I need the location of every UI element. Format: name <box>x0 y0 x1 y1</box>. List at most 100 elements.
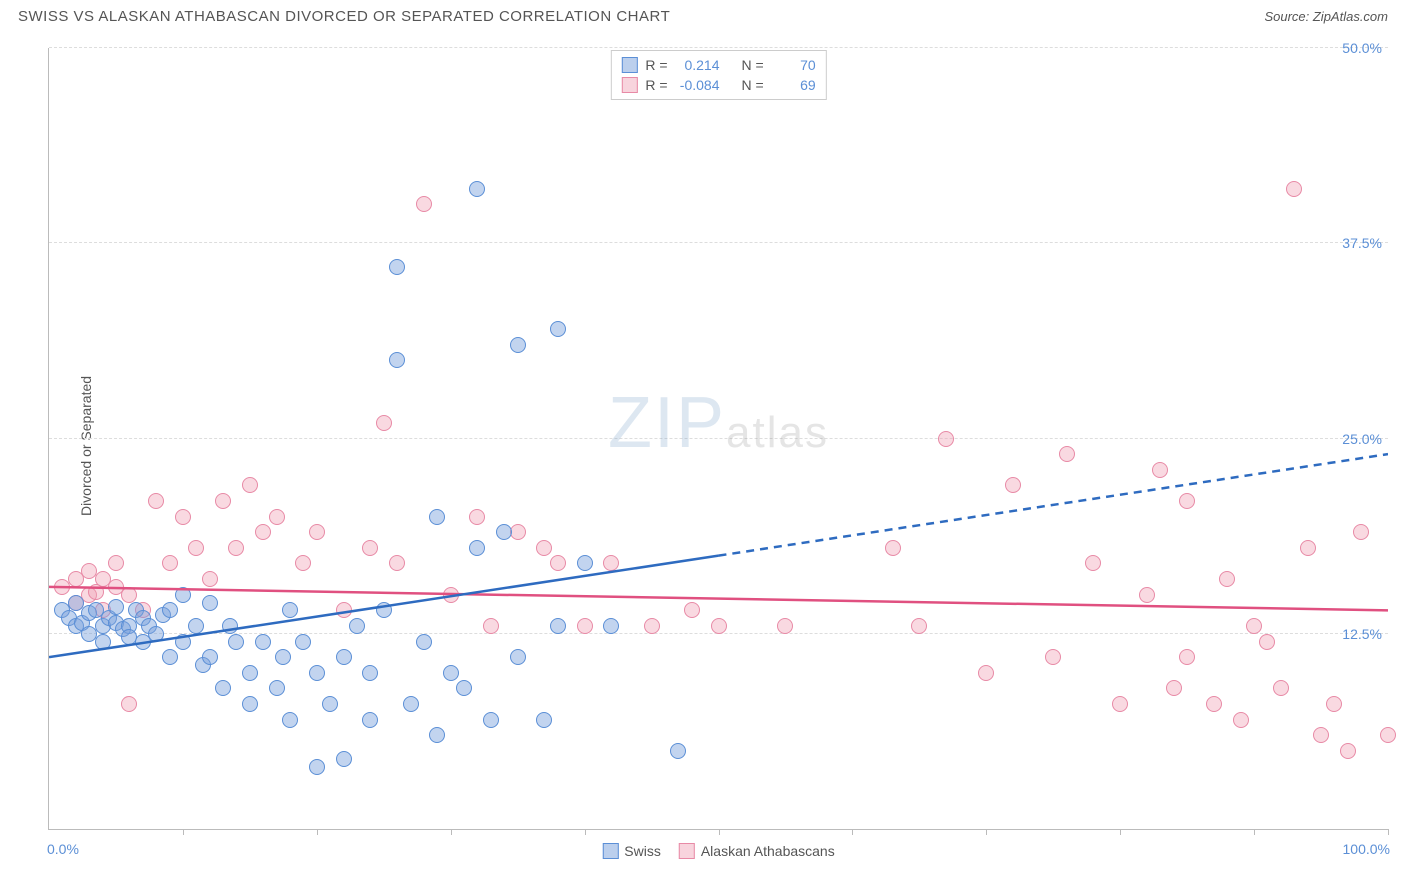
scatter-point <box>483 712 499 728</box>
scatter-point <box>162 555 178 571</box>
legend-row-swiss: R = 0.214 N = 70 <box>621 55 815 75</box>
x-tick <box>585 829 586 835</box>
scatter-point <box>389 555 405 571</box>
x-axis-min-label: 0.0% <box>47 841 79 857</box>
scatter-point <box>777 618 793 634</box>
scatter-point <box>469 181 485 197</box>
scatter-point <box>1059 446 1075 462</box>
scatter-point <box>309 524 325 540</box>
scatter-point <box>175 587 191 603</box>
scatter-point <box>1353 524 1369 540</box>
scatter-point <box>403 696 419 712</box>
scatter-point <box>269 680 285 696</box>
scatter-point <box>282 712 298 728</box>
scatter-point <box>202 571 218 587</box>
scatter-point <box>1112 696 1128 712</box>
x-tick <box>183 829 184 835</box>
scatter-point <box>1313 727 1329 743</box>
scatter-point <box>1286 181 1302 197</box>
y-tick-label: 37.5% <box>1342 235 1382 251</box>
scatter-point <box>684 602 700 618</box>
swatch-icon <box>621 57 637 73</box>
scatter-point <box>711 618 727 634</box>
scatter-point <box>1005 477 1021 493</box>
scatter-point <box>215 680 231 696</box>
gridline <box>49 47 1388 48</box>
scatter-point <box>469 540 485 556</box>
scatter-point <box>911 618 927 634</box>
scatter-point <box>1326 696 1342 712</box>
scatter-point <box>1380 727 1396 743</box>
y-tick-label: 50.0% <box>1342 40 1382 56</box>
scatter-point <box>389 259 405 275</box>
scatter-point <box>1300 540 1316 556</box>
scatter-point <box>1179 649 1195 665</box>
scatter-point <box>121 587 137 603</box>
scatter-point <box>1139 587 1155 603</box>
scatter-point <box>885 540 901 556</box>
scatter-point <box>255 524 271 540</box>
scatter-point <box>309 759 325 775</box>
scatter-point <box>938 431 954 447</box>
y-tick-label: 25.0% <box>1342 431 1382 447</box>
scatter-point <box>162 602 178 618</box>
scatter-point <box>162 649 178 665</box>
scatter-point <box>603 555 619 571</box>
scatter-point <box>95 634 111 650</box>
x-tick <box>719 829 720 835</box>
correlation-legend: R = 0.214 N = 70 R = -0.084 N = 69 <box>610 50 826 100</box>
scatter-point <box>188 540 204 556</box>
scatter-point <box>483 618 499 634</box>
scatter-point <box>550 555 566 571</box>
scatter-point <box>443 665 459 681</box>
scatter-point <box>148 493 164 509</box>
scatter-point <box>349 618 365 634</box>
scatter-point <box>188 618 204 634</box>
watermark: ZIPatlas <box>608 382 829 464</box>
legend-item-athabascan: Alaskan Athabascans <box>679 843 835 859</box>
scatter-point <box>228 634 244 650</box>
scatter-point <box>309 665 325 681</box>
scatter-point <box>1273 680 1289 696</box>
scatter-point <box>222 618 238 634</box>
scatter-point <box>362 712 378 728</box>
y-tick-label: 12.5% <box>1342 626 1382 642</box>
scatter-point <box>1340 743 1356 759</box>
scatter-point <box>1179 493 1195 509</box>
scatter-point <box>1166 680 1182 696</box>
scatter-point <box>644 618 660 634</box>
swatch-icon <box>602 843 618 859</box>
scatter-point <box>121 696 137 712</box>
x-tick <box>451 829 452 835</box>
gridline <box>49 438 1388 439</box>
x-tick <box>1254 829 1255 835</box>
scatter-point <box>336 751 352 767</box>
scatter-point <box>228 540 244 556</box>
x-tick <box>986 829 987 835</box>
x-tick <box>1120 829 1121 835</box>
scatter-point <box>108 599 124 615</box>
scatter-point <box>202 649 218 665</box>
scatter-point <box>295 634 311 650</box>
scatter-point <box>215 493 231 509</box>
scatter-point <box>202 595 218 611</box>
scatter-point <box>603 618 619 634</box>
x-tick <box>1388 829 1389 835</box>
scatter-point <box>1219 571 1235 587</box>
scatter-point <box>496 524 512 540</box>
scatter-point <box>1259 634 1275 650</box>
scatter-point <box>1246 618 1262 634</box>
chart-title: SWISS VS ALASKAN ATHABASCAN DIVORCED OR … <box>18 8 670 25</box>
scatter-point <box>469 509 485 525</box>
scatter-point <box>242 665 258 681</box>
scatter-point <box>510 649 526 665</box>
scatter-point <box>175 634 191 650</box>
chart-source: Source: ZipAtlas.com <box>1264 9 1388 24</box>
scatter-point <box>68 595 84 611</box>
scatter-point <box>336 602 352 618</box>
scatter-point <box>242 477 258 493</box>
scatter-point <box>376 415 392 431</box>
scatter-point <box>670 743 686 759</box>
scatter-point <box>1233 712 1249 728</box>
scatter-point <box>242 696 258 712</box>
